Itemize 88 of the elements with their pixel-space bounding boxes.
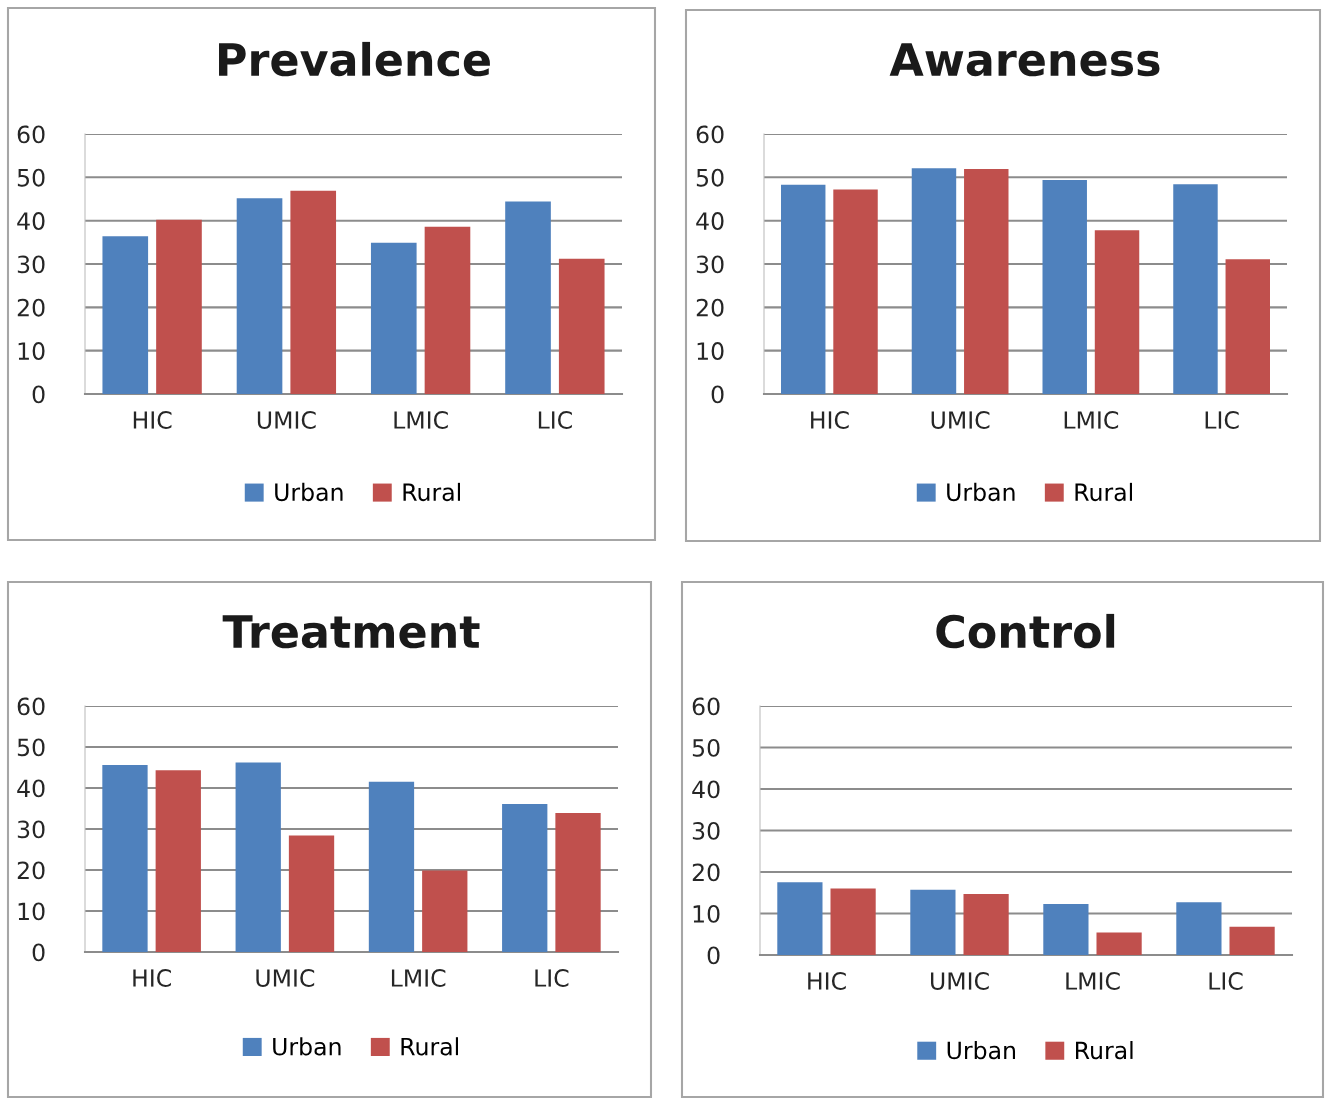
y-tick-label: 0	[707, 946, 720, 965]
bar	[830, 888, 876, 955]
legend-label: Rural	[401, 1037, 459, 1056]
y-tick-label: 30	[692, 821, 720, 840]
bar	[505, 201, 551, 394]
y-tick-label: 0	[711, 385, 724, 404]
bar	[155, 770, 201, 952]
bar	[963, 893, 1009, 955]
legend-label: Urban	[947, 1040, 1016, 1060]
bar	[777, 882, 823, 955]
y-tick-label: 20	[17, 861, 45, 880]
x-tick-label: LIC	[538, 411, 572, 429]
y-tick-label: 60	[692, 697, 720, 716]
bar	[1229, 926, 1275, 955]
x-tick-label: LIC	[535, 969, 569, 987]
x-tick-label: HIC	[133, 969, 171, 987]
y-tick-label: 20	[692, 863, 720, 882]
y-tick-label: 40	[17, 779, 45, 798]
bar	[833, 189, 878, 394]
bar	[288, 835, 335, 952]
legend-label: Rural	[1076, 1040, 1133, 1060]
legend-label: Rural	[1075, 482, 1133, 502]
bar	[558, 258, 605, 394]
x-tick-label: LMIC	[391, 969, 446, 987]
x-tick-label: LIC	[1205, 411, 1239, 429]
bar	[235, 762, 281, 952]
bar	[370, 242, 417, 394]
y-tick-label: 30	[17, 820, 45, 839]
y-tick-label: 10	[18, 902, 45, 921]
bar	[1043, 903, 1089, 955]
y-tick-label: 40	[696, 212, 724, 230]
y-tick-label: 30	[696, 255, 724, 274]
y-tick-label: 20	[696, 298, 724, 317]
x-tick-label: HIC	[811, 411, 849, 429]
bar	[910, 889, 956, 955]
bar	[236, 198, 283, 394]
y-tick-label: 50	[17, 738, 45, 757]
y-tick-label: 50	[17, 168, 45, 187]
y-tick-label: 10	[697, 342, 724, 360]
x-tick-label: UMIC	[256, 969, 315, 987]
bar	[781, 184, 826, 394]
bar	[102, 236, 149, 394]
bar	[1096, 932, 1142, 955]
y-tick-label: 40	[17, 212, 45, 230]
chart-title: Treatment	[222, 615, 480, 649]
x-tick-label: UMIC	[931, 972, 989, 990]
bar	[422, 870, 468, 952]
y-tick-label: 20	[17, 298, 45, 317]
bar	[1042, 179, 1087, 394]
bar	[290, 190, 337, 394]
bar	[102, 765, 148, 952]
x-tick-label: LMIC	[1066, 972, 1120, 990]
bar	[964, 169, 1009, 394]
y-tick-label: 0	[32, 385, 45, 404]
x-tick-label: LIC	[1209, 972, 1243, 990]
bar	[1173, 184, 1218, 394]
chart-title: Prevalence	[219, 41, 490, 77]
x-tick-label: LMIC	[1064, 411, 1119, 429]
legend-label: Urban	[275, 482, 343, 502]
y-tick-label: 60	[17, 697, 45, 716]
x-tick-label: HIC	[133, 411, 172, 429]
legend-label: Urban	[947, 482, 1015, 502]
x-tick-label: HIC	[808, 972, 846, 990]
x-tick-label: LMIC	[394, 411, 448, 429]
bar	[1225, 259, 1270, 394]
x-tick-label: UMIC	[931, 411, 990, 429]
y-tick-label: 30	[17, 255, 45, 274]
y-tick-label: 0	[32, 943, 45, 962]
y-tick-label: 40	[692, 780, 720, 799]
y-tick-label: 10	[693, 904, 720, 923]
bar	[502, 803, 548, 952]
bar	[1094, 230, 1140, 394]
bar	[1176, 902, 1222, 955]
y-tick-label: 60	[696, 125, 724, 144]
chart-title: Awareness	[889, 43, 1160, 77]
x-tick-label: UMIC	[257, 411, 316, 429]
chart-title: Control	[936, 613, 1115, 649]
legend-label: Urban	[273, 1037, 341, 1056]
bar	[156, 219, 202, 394]
bar	[555, 813, 601, 952]
y-tick-label: 10	[18, 342, 45, 360]
y-tick-label: 50	[692, 738, 720, 757]
y-tick-label: 50	[696, 168, 724, 187]
y-tick-label: 60	[17, 125, 45, 144]
bar	[368, 781, 415, 952]
bar	[424, 226, 471, 394]
legend-label: Rural	[403, 482, 461, 502]
bar	[911, 168, 957, 394]
